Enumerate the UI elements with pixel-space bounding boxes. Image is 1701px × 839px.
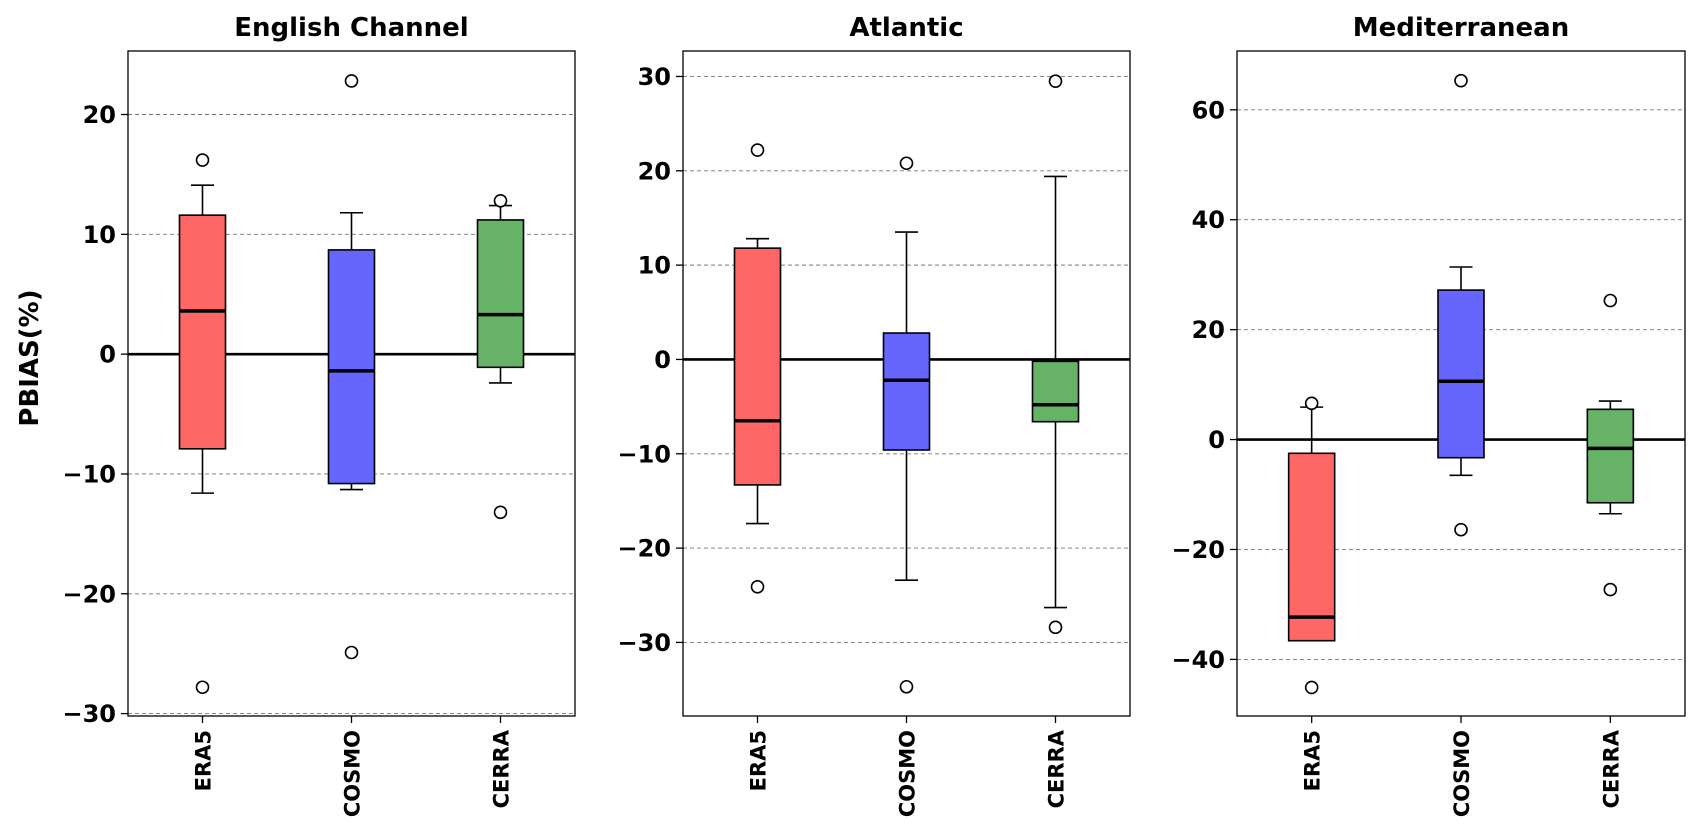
- panel-title: Atlantic: [849, 13, 963, 43]
- x-tick-label: ERA5: [747, 730, 771, 791]
- outlier-point: [195, 680, 210, 695]
- outlier-point: [1454, 73, 1468, 88]
- y-tick-label: 10: [638, 252, 671, 280]
- y-tick-label: 30: [638, 63, 671, 91]
- panel-3: −40 −20 0 20 40 60 ERA5 COSMO CERRA Mediterranean: [1171, 13, 1686, 817]
- outlier-point: [1048, 74, 1063, 88]
- outlier-point: [899, 156, 914, 171]
- y-tick-label: 0: [654, 346, 671, 374]
- outlier-point: [493, 193, 508, 208]
- outlier-point: [1304, 680, 1319, 695]
- box-cerra: [1586, 408, 1635, 504]
- outlier-point: [493, 505, 508, 520]
- x-tick-label: CERRA: [1045, 729, 1069, 808]
- x-tick-label: ERA5: [192, 730, 216, 791]
- y-tick-label: −10: [62, 460, 116, 488]
- box-era5: [733, 247, 782, 486]
- plot-frame: [127, 50, 576, 717]
- outlier-point: [899, 679, 914, 694]
- y-tick-label: −30: [617, 629, 671, 657]
- box-cerra: [476, 219, 525, 369]
- x-tick-label: COSMO: [896, 730, 920, 817]
- outlier-point: [1304, 396, 1319, 411]
- outlier-point: [750, 143, 765, 157]
- y-tick-label: −30: [62, 700, 116, 728]
- y-tick-label: −20: [62, 580, 116, 608]
- x-tick-label: COSMO: [1450, 730, 1474, 817]
- x-tick-label: CERRA: [490, 729, 514, 808]
- y-tick-label: 20: [1192, 316, 1225, 344]
- y-axis-label: PBIAS(%): [15, 289, 45, 426]
- y-tick-label: 0: [99, 341, 116, 369]
- y-tick-label: −40: [1171, 646, 1225, 674]
- outlier-point: [1048, 620, 1063, 635]
- y-tick-label: 60: [1192, 96, 1225, 124]
- box-cosmo: [327, 249, 376, 485]
- plot-frame: [1236, 50, 1686, 717]
- plot-frame: [682, 50, 1131, 717]
- box-cosmo: [882, 332, 931, 451]
- box-cerra: [1031, 360, 1080, 423]
- panel-title: English Channel: [234, 13, 468, 43]
- x-tick-label: CERRA: [1599, 729, 1623, 808]
- outlier-point: [1603, 582, 1618, 597]
- y-tick-label: 0: [1208, 426, 1225, 454]
- outlier-point: [344, 645, 359, 660]
- panel-1: −30 −20 −10 0 10 20 ERA5 COSMO CERRA English Chan…: [62, 13, 576, 817]
- outlier-point: [750, 579, 765, 594]
- x-tick-label: ERA5: [1301, 730, 1325, 791]
- y-tick-label: −10: [617, 440, 671, 468]
- outlier-point: [1603, 293, 1618, 308]
- outlier-point: [344, 74, 359, 88]
- y-tick-label: 40: [1192, 206, 1225, 234]
- outlier-point: [1454, 522, 1468, 537]
- box-cosmo: [1437, 289, 1485, 459]
- panel-2: −30 −20 −10 0 10 20 30 ERA5 COSMO CERRA Atlantic: [617, 13, 1131, 817]
- y-tick-label: 10: [83, 221, 116, 249]
- outlier-point: [195, 153, 210, 167]
- y-tick-label: −20: [1171, 536, 1225, 564]
- box-era5: [178, 214, 227, 450]
- y-tick-label: 20: [638, 157, 671, 185]
- x-tick-label: COSMO: [341, 730, 365, 817]
- y-tick-label: −20: [617, 535, 671, 563]
- box-era5: [1287, 452, 1336, 642]
- panel-title: Mediterranean: [1353, 13, 1569, 43]
- y-tick-label: 20: [83, 101, 116, 129]
